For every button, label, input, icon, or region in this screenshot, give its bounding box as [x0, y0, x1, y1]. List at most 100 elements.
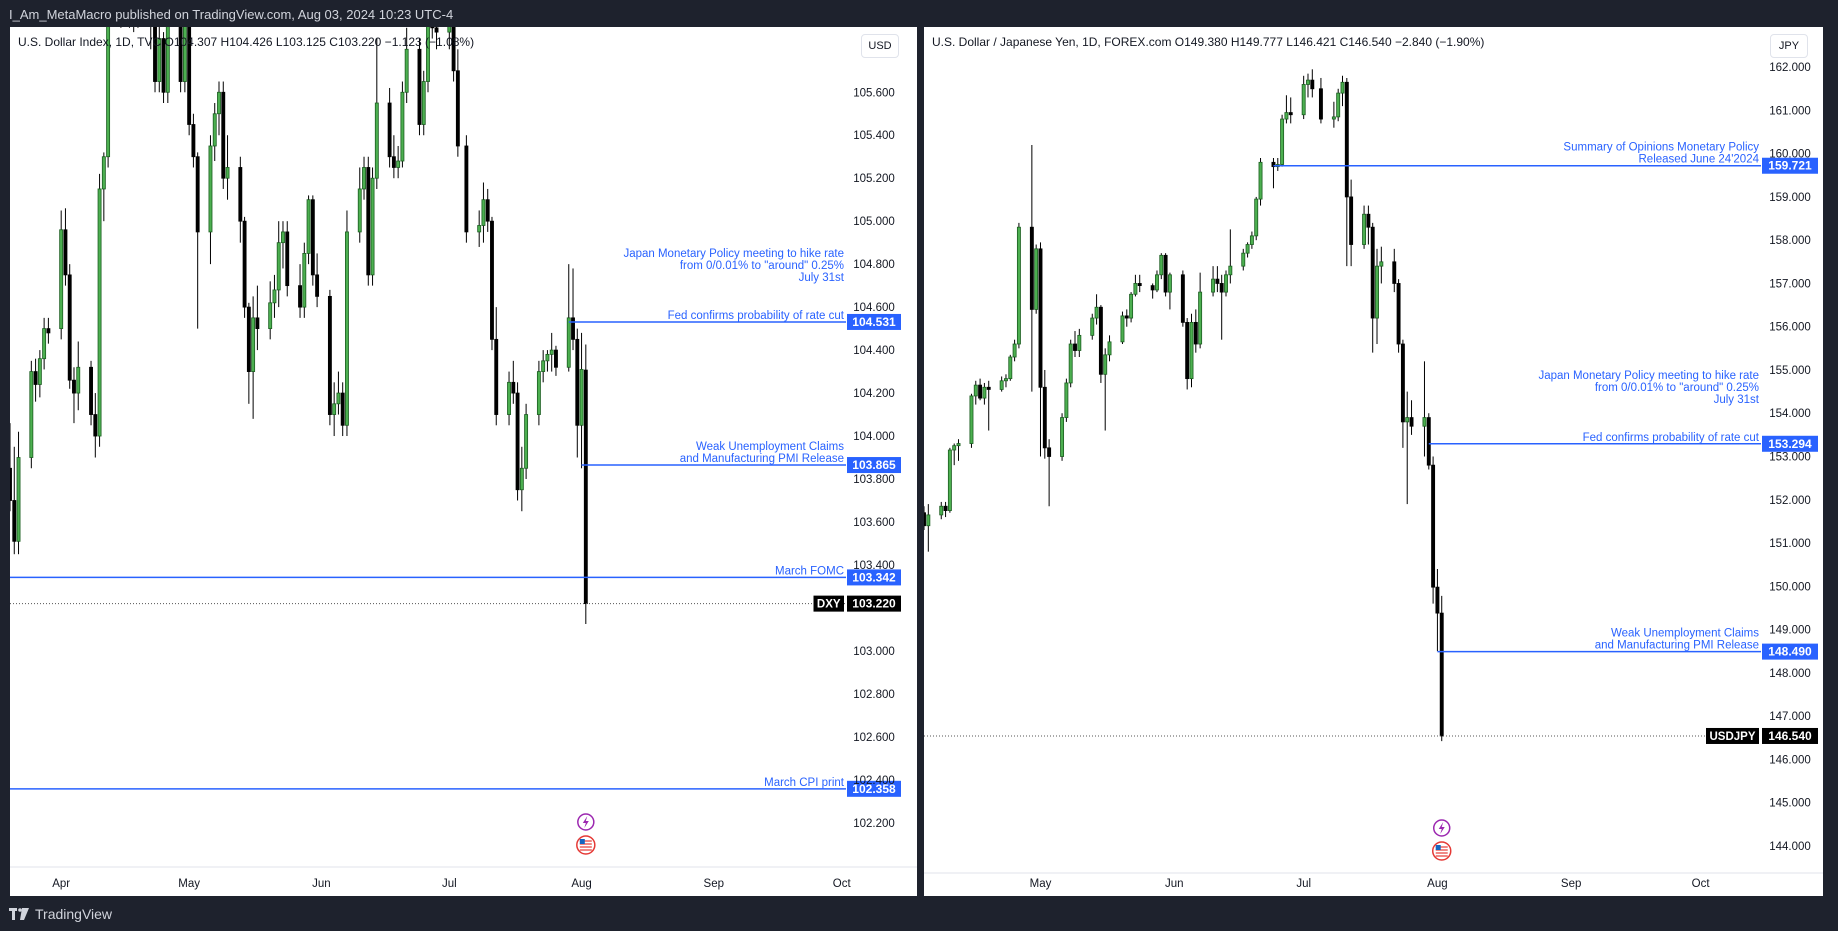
usdjpy-candle: [1340, 75, 1345, 107]
dxy-y-tick: 105.600: [853, 87, 895, 99]
usdjpy-candle: [1362, 205, 1367, 249]
dxy-candle: [187, 27, 192, 136]
usdjpy-x-tick: Jul: [1296, 878, 1311, 890]
dxy-chart[interactable]: Japan Monetary Policy meeting to hike ra…: [10, 27, 917, 896]
dxy-candle: [490, 216, 494, 351]
dxy-x-tick: Sep: [704, 878, 724, 890]
dxy-candle: [42, 317, 47, 370]
dxy-candle: [272, 274, 277, 318]
dxy-symbol-tag: [813, 595, 844, 612]
dxy-candle: [357, 167, 362, 243]
lightning-icon[interactable]: [1432, 819, 1451, 837]
usdjpy-candle: [1038, 242, 1043, 457]
usdjpy-candle: [1064, 378, 1069, 422]
usdjpy-candle: [1077, 328, 1082, 357]
usdjpy-candle: [926, 504, 931, 552]
usdjpy-symbol: USDJPY: [1709, 731, 1755, 743]
usdjpy-candle: [1245, 242, 1250, 258]
usdjpy-candle: [1370, 222, 1375, 353]
usdjpy-candle: [1392, 248, 1397, 293]
dxy-candle: [76, 341, 81, 411]
usdjpy-candle: [1129, 292, 1134, 323]
usdjpy-candles: [924, 69, 1444, 742]
dxy-level-label: July 31st: [799, 272, 845, 284]
usdjpy-candle: [1167, 272, 1172, 310]
usdjpy-y-tick: 146.000: [1769, 754, 1811, 766]
usdjpy-candle: [1301, 75, 1306, 120]
usdjpy-candle: [1034, 244, 1039, 314]
usdjpy-y-tick: 153.000: [1769, 452, 1811, 464]
usdjpy-chart-panel[interactable]: Summary of Opinions Monetary Policy Relea…: [924, 27, 1823, 896]
dxy-candle: [101, 152, 106, 222]
usdjpy-candle: [1103, 348, 1108, 431]
dxy-candle: [387, 87, 392, 168]
us-flag-icon[interactable]: [576, 835, 596, 855]
dxy-currency-button[interactable]: USD: [861, 34, 899, 58]
usdjpy-last-price-tag: [1762, 727, 1818, 744]
usdjpy-level-label: July 31st: [1714, 394, 1760, 406]
usdjpy-candle: [1029, 145, 1034, 392]
usdjpy-candle: [1219, 274, 1224, 340]
dxy-candle: [251, 296, 256, 419]
dxy-candle: [430, 27, 435, 39]
dxy-candle: [481, 182, 486, 243]
dxy-candle: [541, 350, 546, 383]
dxy-candle: [93, 393, 98, 458]
usdjpy-candle: [939, 501, 944, 520]
dxy-candles: [10, 27, 588, 625]
dxy-candle: [238, 156, 243, 243]
dxy-symbol: DXY: [817, 599, 841, 611]
usdjpy-event-icons[interactable]: [1431, 819, 1452, 861]
usdjpy-candle: [1318, 77, 1323, 124]
usdjpy-candle: [1331, 101, 1336, 128]
tradingview-logo[interactable]: TradingView: [9, 906, 112, 922]
dxy-candle: [370, 167, 375, 286]
dxy-y-tick: 104.200: [853, 388, 895, 400]
usdjpy-candle: [1068, 339, 1073, 388]
dxy-candle: [332, 382, 337, 437]
usdjpy-candle: [1336, 88, 1341, 122]
usdjpy-candle: [1284, 95, 1289, 124]
dxy-chart-panel[interactable]: Japan Monetary Policy meeting to hike ra…: [10, 27, 917, 896]
usdjpy-candle: [1094, 294, 1099, 325]
usdjpy-candle: [1012, 339, 1017, 362]
usdjpy-candle: [1193, 309, 1198, 353]
dxy-candle: [191, 113, 196, 168]
dxy-candle: [426, 27, 430, 93]
dxy-event-icons[interactable]: [576, 813, 596, 855]
dxy-candle: [306, 195, 311, 265]
dxy-candle: [554, 345, 558, 376]
dxy-candle: [579, 332, 584, 469]
dxy-candle: [298, 264, 302, 318]
usdjpy-candle: [1150, 283, 1155, 299]
usdjpy-level-tag-value: 148.490: [1768, 645, 1812, 659]
dxy-candle: [281, 221, 285, 269]
usdjpy-y-tick: 158.000: [1769, 235, 1811, 247]
usdjpy-candle: [973, 380, 978, 405]
usdjpy-y-tick: 147.000: [1769, 711, 1811, 723]
usdjpy-candle: [1180, 270, 1185, 327]
dxy-candle: [391, 135, 396, 179]
usdjpy-level-label: from 0/0.01% to "around" 0.25%: [1595, 382, 1759, 394]
lightning-icon[interactable]: [577, 813, 595, 831]
dxy-candle: [63, 208, 68, 286]
dxy-candle: [524, 403, 529, 480]
dxy-candle: [12, 446, 17, 555]
usdjpy-symbol-tag: [1706, 727, 1759, 744]
bottom-bar: TradingView: [0, 898, 1838, 931]
dxy-candle: [10, 423, 12, 512]
usdjpy-y-tick: 149.000: [1769, 625, 1811, 637]
dxy-candle: [137, 27, 139, 28]
dxy-candle: [133, 27, 135, 33]
usdjpy-currency-button[interactable]: JPY: [1770, 34, 1808, 58]
dxy-candle: [59, 210, 64, 340]
usdjpy-y-tick: 152.000: [1769, 495, 1811, 507]
dxy-level-tag-value: 103.865: [852, 458, 896, 472]
usdjpy-candle: [1435, 568, 1440, 652]
usdjpy-chart[interactable]: Summary of Opinions Monetary PolicyRelea…: [924, 27, 1823, 896]
us-flag-icon[interactable]: [1431, 841, 1452, 861]
dxy-level-label: Fed confirms probability of rate cut: [668, 310, 845, 322]
usdjpy-candle: [1004, 374, 1008, 388]
usdjpy-candle: [1189, 313, 1194, 388]
usdjpy-candle: [1254, 196, 1259, 241]
